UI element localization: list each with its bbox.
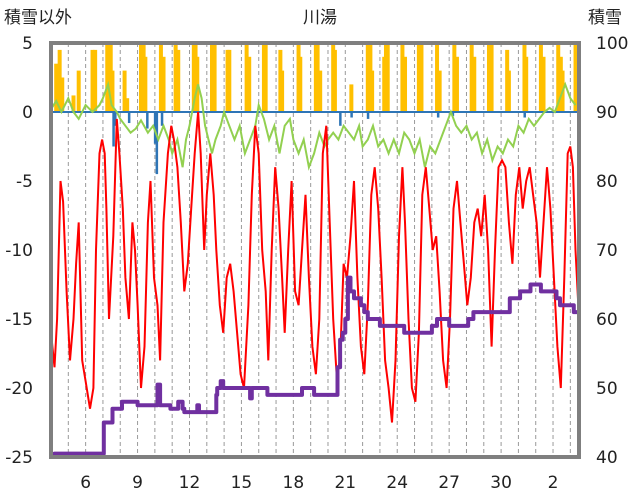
sunshine-bar [298,56,303,112]
sunshine-bar [472,56,477,112]
x-tick-label: 21 [334,473,356,493]
sunshine-bar [437,70,442,112]
x-tick-label: 9 [132,473,143,493]
precipitation-bar [366,112,370,119]
sunshine-bar [212,43,217,112]
x-tick-label: 12 [179,473,201,493]
sunshine-bar [403,56,408,112]
sunshine-bar [489,43,494,112]
sunshine-bar [506,70,511,112]
precipitation-bar [155,112,159,175]
sunshine-bar [263,43,268,112]
sunshine-bar [332,49,337,112]
sunshine-bar [280,70,285,112]
chart-title: 川湯 [303,8,337,28]
x-tick-label: 2 [548,473,559,493]
sunshine-bar [365,43,370,112]
sunshine-bar [60,77,65,112]
right-tick-label: 100 [596,34,628,54]
right-tick-label: 90 [596,103,618,123]
sunshine-bar [176,49,181,112]
x-tick-label: 24 [386,473,408,493]
sunshine-bar [54,63,59,112]
sunshine-bar [247,56,252,112]
sunshine-bar [469,43,474,112]
left-tick-label: 0 [22,103,33,123]
sunshine-bar [122,70,127,112]
sunshine-bar [315,43,320,112]
precipitation-bars [112,112,526,175]
precipitation-bar [523,112,526,118]
plot-frame [49,41,581,459]
left-tick-label: -10 [5,241,33,261]
sunshine-bar [93,49,98,112]
sunshine-bars [54,43,578,112]
right-tick-label: 80 [596,172,618,192]
precipitation-bar [114,112,117,126]
precipitation-bar [153,112,157,144]
left-tick-label: -25 [5,448,33,468]
x-tick-label: 6 [80,473,91,493]
left-tick-label: -15 [5,310,33,330]
right-tick-label: 40 [596,448,618,468]
sunshine-bar [90,49,95,112]
sunshine-bar [385,43,390,112]
sunshine-bar [143,56,148,112]
precipitation-bar [146,112,149,129]
right-tick-label: 70 [596,241,618,261]
right-axis-ticks: 100 90 80 70 60 50 40 [596,34,628,468]
sunshine-bar [57,49,62,112]
snow-depth-line [51,275,579,458]
precipitation-bar [350,112,353,118]
right-axis-title: 積雪 [588,8,622,28]
sunshine-bar [452,43,457,112]
sunshine-bar [573,43,578,112]
left-axis-title: 積雪以外 [4,8,72,28]
sunshine-bar [318,70,323,112]
left-tick-label: -20 [5,379,33,399]
sunshine-bar [244,43,249,112]
precipitation-bar [127,112,131,124]
sunshine-bar [416,43,421,112]
precipitation-bar [339,112,342,126]
right-tick-label: 50 [596,379,618,399]
sunshine-bar [454,56,459,112]
temperature-line [50,111,580,423]
sunshine-bar [370,70,375,112]
sunshine-bar [349,84,354,112]
sunshine-bar [435,43,440,112]
precipitation-bar [451,112,455,117]
x-axis-ticks: 6 9 12 15 18 21 24 27 30 2 [80,473,558,493]
sunshine-bar [419,43,424,112]
left-axis-ticks: 5 0 -5 -10 -15 -20 -25 [5,34,33,468]
sunshine-bar [76,70,81,112]
sunshine-bar [538,43,543,112]
precipitation-bar [112,112,115,147]
sunshine-bar [139,43,144,112]
sunshine-bar [209,43,214,112]
sunshine-bar [556,43,561,112]
sunshine-bar [541,56,546,112]
sunshine-bar [158,43,163,112]
left-tick-label: 5 [22,34,33,54]
sunshine-bar [524,56,529,112]
sunshine-bar [173,43,178,112]
x-tick-label: 15 [231,473,253,493]
sunshine-bar [71,95,76,112]
left-tick-label: -5 [16,172,33,192]
sunshine-bar [227,49,232,112]
sunshine-bar [125,98,130,112]
sunshine-bar [161,56,166,112]
precipitation-bar [436,112,440,118]
precipitation-bar [160,112,164,126]
sunshine-bar [486,43,491,112]
sunshine-bar [400,43,405,112]
x-tick-label: 27 [438,473,460,493]
x-tick-label: 30 [490,473,512,493]
humidity-line [50,80,577,171]
sunshine-bar [110,70,115,112]
x-tick-label: 18 [283,473,305,493]
right-tick-label: 60 [596,310,618,330]
